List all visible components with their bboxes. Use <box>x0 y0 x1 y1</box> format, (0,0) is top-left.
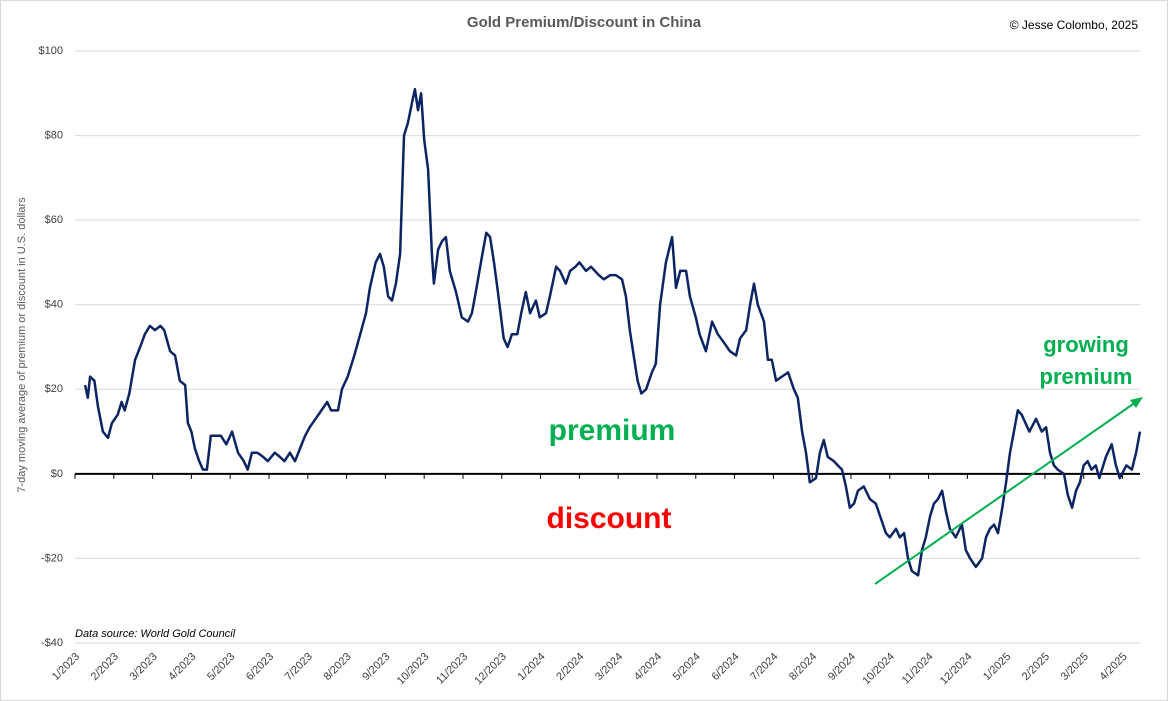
y-tick-label: $80 <box>45 129 63 141</box>
trend-arrow <box>874 401 1137 585</box>
y-tick-label: -$20 <box>41 552 63 564</box>
y-tick-label: $0 <box>51 468 63 480</box>
y-tick-label: $40 <box>45 299 63 311</box>
y-tick-label: -$40 <box>41 637 63 649</box>
source: Data source: World Gold Council <box>75 628 236 640</box>
y-tick-label: $20 <box>45 383 63 395</box>
y-axis-label: 7-day moving average of premium or disco… <box>16 197 28 493</box>
y-tick-label: $60 <box>45 214 63 226</box>
y-tick-label: $100 <box>39 45 63 57</box>
credit: © Jesse Colombo, 2025 <box>1010 18 1139 32</box>
chart-title: Gold Premium/Discount in China <box>467 14 702 31</box>
annotation: discount <box>547 502 672 535</box>
annotation: growing premium <box>1040 332 1133 389</box>
arrow-head <box>1130 397 1143 408</box>
annotation: premium <box>549 414 676 447</box>
series-line <box>83 87 1142 577</box>
